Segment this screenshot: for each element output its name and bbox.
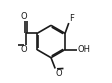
Text: OH: OH	[77, 45, 90, 54]
Text: O: O	[21, 45, 28, 54]
Text: O: O	[55, 69, 62, 78]
Text: O: O	[21, 12, 28, 21]
Text: F: F	[69, 14, 74, 23]
